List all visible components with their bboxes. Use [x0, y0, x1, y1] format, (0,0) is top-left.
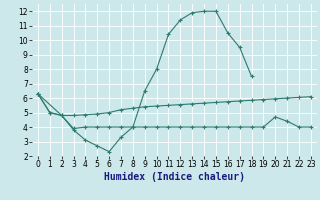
X-axis label: Humidex (Indice chaleur): Humidex (Indice chaleur): [104, 172, 245, 182]
